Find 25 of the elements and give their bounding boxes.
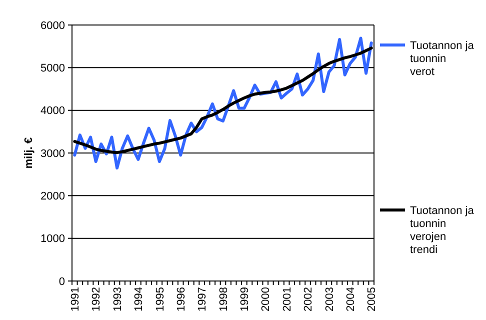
x-tick-label: 1995 (154, 287, 166, 312)
y-tick-label: 4000 (40, 105, 65, 118)
y-tick-label: 2000 (40, 190, 65, 203)
y-axis-title: milj. € (23, 137, 35, 169)
x-tick-label: 2001 (281, 287, 294, 312)
y-tick-label: 6000 (40, 20, 65, 32)
x-tick-label: 1997 (196, 287, 209, 312)
x-tick-label: 1991 (70, 287, 82, 312)
x-tick-label: 2000 (260, 287, 272, 312)
y-tick-label: 3000 (40, 148, 65, 160)
x-tick-label: 1993 (112, 287, 124, 312)
x-tick-label: 2003 (324, 287, 336, 312)
y-tick-label: 5000 (40, 62, 65, 75)
x-tick-label: 2005 (366, 287, 378, 312)
x-tick-label: 2004 (345, 287, 358, 312)
x-tick-label: 1996 (175, 287, 188, 312)
x-tick-label: 1992 (90, 287, 103, 312)
legend-label: Tuotannon ja tuonnin verojen trendi (410, 204, 475, 256)
x-tick-label: 1994 (133, 287, 146, 312)
y-tick-label: 1000 (40, 233, 65, 246)
x-tick-label: 1999 (239, 287, 252, 312)
x-tick-label: 2002 (302, 287, 315, 312)
x-tick-label: 1998 (218, 287, 230, 312)
legend-label: Tuotannon ja tuonnin verot (410, 40, 475, 78)
y-tick-label: 0 (58, 276, 65, 288)
